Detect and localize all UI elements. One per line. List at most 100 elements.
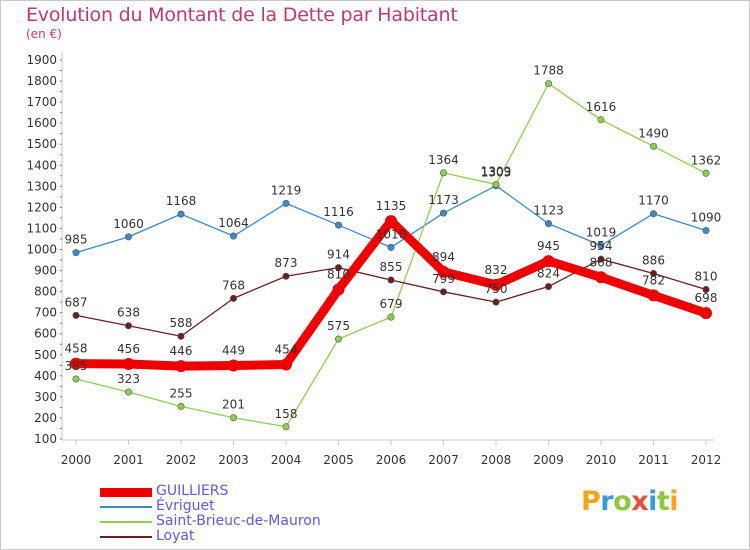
legend-label: GUILLIERS: [156, 483, 229, 499]
y-tick-label: 1400: [26, 158, 57, 172]
data-point: [492, 180, 500, 188]
data-point: [700, 307, 712, 320]
data-point: [597, 241, 605, 249]
data-label: 1123: [533, 204, 564, 218]
data-point: [72, 311, 80, 319]
data-label: 588: [170, 316, 193, 330]
data-label: 914: [327, 248, 350, 262]
y-tick-label: 1300: [26, 179, 57, 193]
data-point: [702, 286, 710, 294]
data-point: [280, 358, 292, 371]
x-tick-label: 2003: [218, 453, 249, 467]
data-point: [702, 169, 710, 177]
data-label: 782: [642, 273, 665, 287]
data-label: 832: [485, 263, 508, 277]
y-tick-label: 1000: [26, 243, 57, 257]
data-label: 1173: [428, 193, 459, 207]
x-tick-label: 2002: [166, 453, 197, 467]
y-tick-label: 800: [34, 285, 57, 299]
logo-letter: r: [600, 486, 614, 517]
data-point: [597, 255, 605, 263]
data-label: 799: [432, 272, 455, 286]
y-tick-label: 400: [34, 369, 57, 383]
data-point: [437, 265, 450, 278]
data-point: [70, 357, 82, 370]
logo-letter: P: [581, 486, 601, 517]
data-point: [334, 264, 342, 272]
proxiti-logo: Proxiti: [581, 486, 679, 517]
data-label: 575: [327, 319, 350, 333]
data-point: [282, 272, 290, 280]
data-label: 1135: [376, 199, 407, 213]
data-point: [332, 283, 345, 296]
data-label: 985: [65, 233, 88, 247]
legend-swatch: [100, 506, 152, 508]
data-label: 1060: [113, 217, 144, 231]
data-label: 1616: [586, 100, 617, 114]
data-label: 750: [485, 282, 508, 296]
y-tick-label: 200: [34, 411, 57, 425]
logo-letter: t: [656, 486, 670, 517]
x-tick-label: 2009: [533, 453, 564, 467]
data-point: [334, 221, 342, 229]
data-point: [125, 322, 133, 330]
data-point: [702, 227, 710, 235]
y-tick-label: 100: [34, 432, 57, 446]
data-point: [544, 283, 552, 291]
data-point: [282, 199, 290, 207]
data-point: [649, 270, 657, 278]
x-tick-label: 2004: [271, 453, 302, 467]
y-tick-label: 1500: [26, 137, 57, 151]
data-point: [597, 116, 605, 124]
data-point: [387, 276, 395, 284]
logo-letter: o: [613, 486, 632, 517]
data-label: 638: [117, 306, 140, 320]
x-tick-label: 2001: [113, 453, 144, 467]
data-label: 1309: [481, 164, 512, 178]
y-tick-label: 1700: [26, 95, 57, 109]
data-label: 1303: [481, 166, 512, 180]
data-label: 323: [117, 372, 140, 386]
data-point: [230, 294, 238, 302]
data-label: 456: [117, 342, 140, 356]
data-point: [595, 271, 607, 284]
data-label: 810: [327, 268, 350, 282]
data-label: 1116: [323, 205, 354, 219]
logo-letter: x: [631, 486, 649, 517]
data-point: [177, 402, 185, 410]
data-label: 1168: [166, 194, 197, 208]
data-label: 449: [222, 344, 245, 358]
data-label: 1010: [376, 227, 407, 241]
y-tick-label: 1200: [26, 200, 57, 214]
data-point: [125, 233, 133, 241]
data-label: 954: [590, 239, 613, 253]
data-point: [72, 249, 80, 257]
x-tick-label: 2006: [376, 453, 407, 467]
data-label: 446: [170, 344, 193, 358]
data-point: [439, 209, 447, 217]
legend-label: Loyat: [156, 528, 195, 544]
legend-label: Évriguet: [156, 498, 215, 514]
data-point: [439, 169, 447, 177]
data-point: [387, 243, 395, 251]
data-label: 886: [642, 254, 665, 268]
data-label: 158: [275, 407, 298, 421]
data-point: [649, 210, 657, 218]
chart-subtitle: (en €): [26, 27, 62, 41]
y-tick-label: 700: [34, 306, 57, 320]
data-label: 1788: [533, 64, 564, 78]
data-point: [230, 232, 238, 240]
data-point: [175, 360, 187, 373]
y-tick-label: 1900: [26, 53, 57, 67]
data-point: [387, 313, 395, 321]
data-point: [125, 388, 133, 396]
logo-letter: i: [669, 486, 679, 517]
data-point: [439, 288, 447, 296]
chart-title: Evolution du Montant de la Dette par Hab…: [26, 4, 458, 26]
x-tick-label: 2000: [61, 453, 92, 467]
y-tick-label: 500: [34, 348, 57, 362]
data-point: [282, 423, 290, 431]
data-point: [649, 142, 657, 150]
x-tick-label: 2007: [428, 453, 459, 467]
